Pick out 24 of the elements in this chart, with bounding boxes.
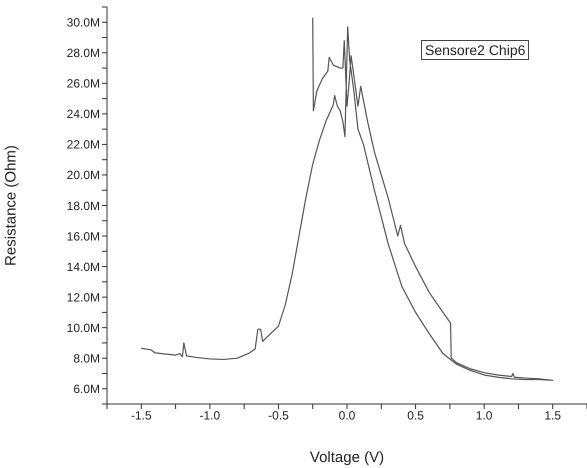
y-tick-label: 6.0M (73, 382, 100, 396)
y-tick-label: 20.0M (66, 168, 100, 182)
y-tick-label: 10.0M (66, 320, 100, 335)
x-tick-label: 1.5 (544, 408, 562, 423)
y-tick-label: 26.0M (66, 76, 100, 91)
x-tick-label: 1.0 (476, 408, 493, 423)
y-tick-label: 28.0M (66, 46, 100, 60)
y-tick-label: 12.0M (66, 290, 100, 304)
x-tick-label: 0.5 (407, 408, 424, 423)
x-tick-label: 0.0 (338, 408, 356, 423)
y-tick-label: 18.0M (66, 198, 100, 213)
x-tick-label: -0.5 (268, 408, 290, 423)
y-tick-label: 30.0M (66, 16, 100, 30)
y-tick-label: 16.0M (66, 229, 100, 244)
line-series (140, 17, 554, 381)
x-axis-title: Voltage (V) (310, 449, 384, 466)
y-tick-label: 14.0M (66, 260, 100, 274)
annotation: Sensore2 Chip6 (421, 40, 530, 60)
y-tick-label: 24.0M (66, 107, 100, 122)
y-tick-label: 8.0M (73, 351, 100, 366)
x-tick-label: -1.5 (130, 408, 152, 423)
y-tick-label: 22.0M (66, 138, 100, 152)
x-tick-label: -1.0 (200, 408, 221, 423)
y-axis-title: Resistance (Ohm) (2, 145, 20, 266)
